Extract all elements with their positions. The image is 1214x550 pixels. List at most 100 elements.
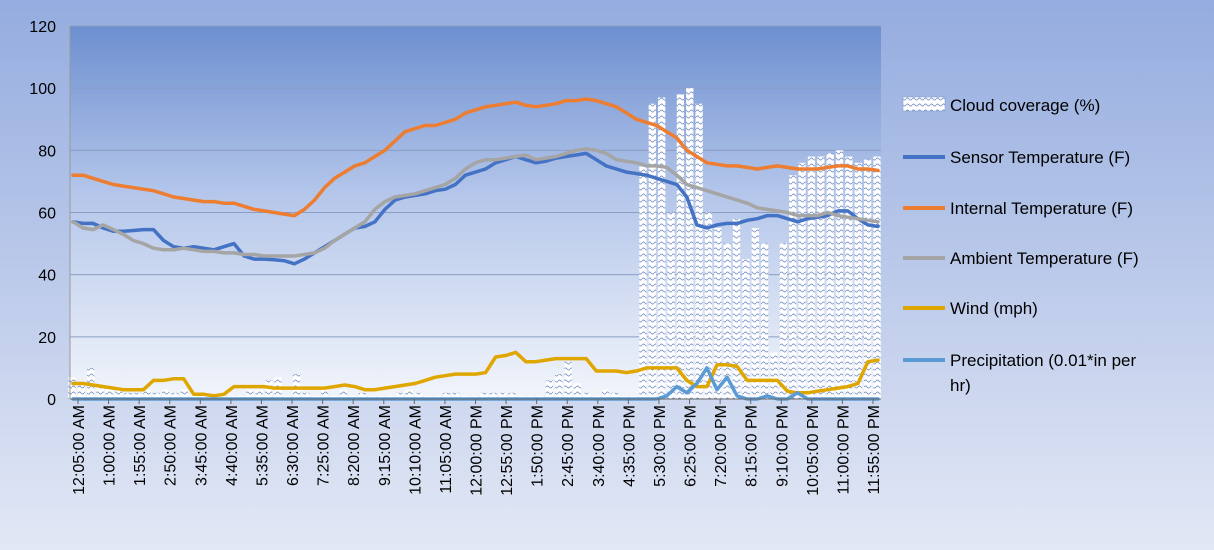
cloud-bar: [133, 392, 142, 399]
x-tick-label: 10:10:00 AM: [407, 405, 424, 495]
legend-label: Sensor Temperature (F): [950, 148, 1130, 167]
cloud-bar: [789, 175, 797, 399]
y-tick-label: 80: [38, 143, 56, 160]
cloud-bar: [676, 94, 685, 399]
cloud-bar: [68, 377, 76, 399]
cloud-bar: [742, 259, 750, 399]
cloud-bar: [826, 153, 834, 399]
x-tick-label: 6:25:00 PM: [683, 405, 700, 487]
x-tick-label: 4:35:00 PM: [621, 405, 638, 487]
cloud-bar: [583, 392, 591, 399]
x-tick-label: 5:30:00 PM: [652, 405, 669, 487]
cloud-bar: [508, 392, 516, 399]
cloud-bar: [611, 392, 619, 399]
cloud-bar: [161, 389, 170, 399]
series-line-1: [71, 151, 880, 266]
cloud-bar: [555, 374, 563, 399]
cloud-bar: [180, 389, 188, 399]
cloud-bar: [414, 392, 422, 399]
cloud-bar: [545, 380, 554, 399]
legend-label: Ambient Temperature (F): [950, 249, 1139, 268]
cloud-bar: [105, 386, 114, 399]
cloud-bar: [863, 159, 872, 399]
y-tick-label: 0: [47, 392, 56, 409]
cloud-bar: [124, 392, 132, 399]
cloud-bar: [648, 103, 656, 399]
cloud-bar: [171, 392, 179, 399]
x-tick-label: 8:20:00 AM: [346, 405, 363, 486]
cloud-bar: [573, 383, 582, 399]
cloud-bar: [798, 162, 806, 399]
x-tick-label: 8:15:00 PM: [744, 405, 761, 487]
legend-label: Wind (mph): [950, 299, 1038, 318]
cloud-bar: [601, 389, 610, 399]
cloud-bar: [152, 392, 160, 399]
grid-lines: [70, 25, 881, 338]
cloud-bar: [302, 392, 310, 399]
x-tick-label: 11:00:00 PM: [835, 405, 852, 495]
x-tick-label: 1:00:00 AM: [102, 405, 119, 486]
x-tick-label: 11:05:00 AM: [438, 405, 455, 494]
x-tick-label: 10:05:00 PM: [805, 405, 822, 496]
series-line-3: [71, 147, 880, 258]
cloud-bar: [255, 389, 263, 399]
cloud-bar: [405, 389, 413, 399]
cloud-bar: [807, 156, 816, 399]
cloud-bar: [498, 392, 507, 399]
cloud-bar: [246, 389, 254, 399]
cloud-bar: [873, 156, 881, 399]
cloud-bar: [854, 162, 862, 399]
cloud-bar: [817, 156, 825, 399]
x-tick-label: 5:35:00 AM: [254, 405, 271, 486]
x-tick-label: 1:55:00 AM: [132, 405, 149, 486]
x-tick-label: 12:05:00 AM: [71, 405, 88, 495]
cloud-bar: [442, 392, 451, 399]
y-tick-label: 100: [29, 81, 56, 98]
cloud-bar: [96, 386, 104, 399]
cloud-bar: [143, 389, 151, 399]
legend: Cloud coverage (%) Sensor Temperature (F)…: [902, 96, 1139, 395]
x-tick-label: 12:55:00 PM: [499, 405, 516, 496]
cloud-bar: [779, 243, 788, 399]
cloud-bar: [770, 352, 778, 399]
y-tick-label: 120: [29, 19, 56, 36]
legend-swatch-cloud: [902, 96, 946, 112]
series-line-2: [71, 97, 880, 218]
cloud-bar: [732, 218, 741, 399]
cloud-bar: [452, 392, 460, 399]
x-tick-label: 6:30:00 AM: [285, 405, 302, 486]
cloud-bar: [686, 88, 694, 400]
series-layer: [68, 88, 881, 401]
legend-label: Internal Temperature (F): [950, 199, 1133, 218]
legend-label: Precipitation (0.01*in per hr): [950, 351, 1137, 395]
cloud-bar: [704, 212, 713, 399]
x-tick-label: 7:25:00 AM: [316, 405, 333, 486]
series-line-4: [71, 350, 880, 398]
cloud-bar: [395, 392, 404, 399]
x-tick-label: 12:00:00 PM: [469, 405, 486, 496]
x-tick-label: 4:40:00 AM: [224, 405, 241, 486]
cloud-bar: [835, 150, 844, 399]
x-tick-label: 2:50:00 AM: [163, 405, 180, 486]
cloud-bar: [695, 103, 703, 399]
x-tick-label: 1:50:00 PM: [530, 405, 547, 487]
cloud-bar: [658, 97, 666, 399]
x-tick-label: 9:15:00 AM: [377, 405, 394, 486]
cloud-bar: [723, 243, 731, 399]
x-tick-label: 3:45:00 AM: [193, 405, 210, 486]
cloud-bar: [115, 389, 123, 399]
cloud-bar: [845, 156, 853, 399]
cloud-bar: [751, 228, 759, 399]
x-tick-label: 3:40:00 PM: [591, 405, 608, 487]
cloud-bar: [760, 243, 769, 399]
cloud-bar: [77, 383, 85, 399]
cloud-bar: [489, 392, 497, 399]
cloud-bar: [639, 165, 647, 399]
cloud-bar: [358, 392, 366, 399]
x-tick-label: 11:55:00 PM: [866, 405, 883, 495]
cloud-bar: [321, 386, 329, 399]
axes: 0 20 40 60 80 100 120 12:05:00 AM 1:00:00 AM 1:55…: [29, 19, 883, 496]
cloud-bar: [339, 389, 348, 399]
